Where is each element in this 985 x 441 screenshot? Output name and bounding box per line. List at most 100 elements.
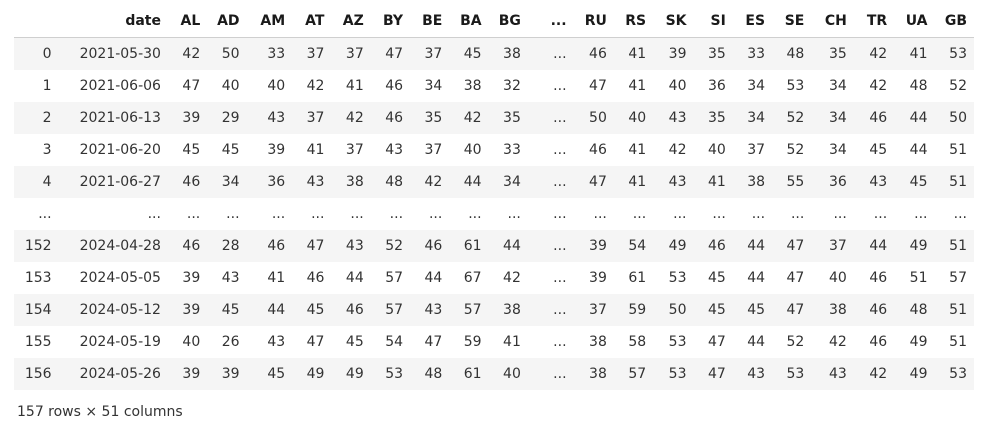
dataframe-output: date AL AD AM AT AZ BY BE BA BG... RU RS SK SI ES SE CH T… <box>14 4 974 390</box>
table-cell: 38 <box>503 302 521 318</box>
row-index: 4 <box>42 174 52 190</box>
table-cell: ... <box>712 206 726 222</box>
table-cell: 43 <box>221 270 240 286</box>
table-cell: 52 <box>786 142 805 158</box>
table-cell: 38 <box>345 174 364 190</box>
table-cell: 34 <box>747 110 766 126</box>
table-cell: 47 <box>385 46 404 62</box>
table-row: 152 2024-04-28 46 28 46 47 43 52 46 61 44... 39 54 49… <box>14 230 974 262</box>
table-cell: 47 <box>707 334 726 350</box>
table-cell: 43 <box>306 174 325 190</box>
table-cell: 53 <box>786 366 805 382</box>
table-cell: 51 <box>949 238 967 254</box>
table-cell: 55 <box>786 174 805 190</box>
table-cell: 42 <box>463 110 482 126</box>
table-cell: 40 <box>628 110 647 126</box>
table-cell: 35 <box>707 110 726 126</box>
table-cell: 48 <box>424 366 443 382</box>
row-index: 156 <box>24 366 52 382</box>
table-shape-caption: 157 rows × 51 columns <box>17 404 183 420</box>
table-cell: 34 <box>828 110 847 126</box>
table-cell: 2024-04-28 <box>79 238 161 254</box>
table-cell: 39 <box>182 366 201 382</box>
table-cell: 46 <box>345 302 364 318</box>
column-header: BE <box>410 4 450 38</box>
table-cell: ... <box>873 206 888 222</box>
table-cell: 46 <box>869 334 888 350</box>
table-cell: 45 <box>267 366 286 382</box>
table-cell: 2021-05-30 <box>79 46 161 62</box>
table-cell: 40 <box>503 366 521 382</box>
table-cell: ... <box>833 206 847 222</box>
table-cell: 35 <box>828 46 847 62</box>
row-index: 153 <box>24 270 52 286</box>
column-header: UA <box>894 4 935 38</box>
table-row: 3 2021-06-20 45 45 39 41 37 43 37 40 33... 46 41 42 40… <box>14 134 974 166</box>
table-cell: 38 <box>463 78 482 94</box>
table-cell: 41 <box>345 78 364 94</box>
table-cell: 51 <box>949 302 967 318</box>
table-cell: 43 <box>668 174 687 190</box>
table-cell: 41 <box>306 142 325 158</box>
table-row: 1 2021-06-06 47 40 40 42 41 46 34 38 32... 47 41 40 36… <box>14 70 974 102</box>
table-cell: 29 <box>221 110 240 126</box>
column-header: AT <box>292 4 332 38</box>
table-cell: 47 <box>786 302 805 318</box>
table-cell: 57 <box>385 302 404 318</box>
table-cell: ... <box>553 366 567 382</box>
table-cell: 44 <box>909 110 928 126</box>
table-cell: 41 <box>628 174 647 190</box>
table-cell: 44 <box>869 238 888 254</box>
table-cell: 44 <box>345 270 364 286</box>
table-cell: ... <box>553 174 567 190</box>
table-cell: 39 <box>221 366 240 382</box>
table-cell: 35 <box>503 110 521 126</box>
table-cell: 33 <box>503 142 521 158</box>
table-cell: ... <box>632 206 647 222</box>
table-cell: 44 <box>424 270 443 286</box>
table-cell: 46 <box>869 302 888 318</box>
column-header: RS <box>613 4 654 38</box>
table-cell: 2021-06-20 <box>79 142 161 158</box>
table-cell: 47 <box>707 366 726 382</box>
table-cell: 36 <box>267 174 286 190</box>
table-cell: 46 <box>385 110 404 126</box>
row-index: 155 <box>24 334 52 350</box>
table-cell: 41 <box>628 46 647 62</box>
table-header: date AL AD AM AT AZ BY BE BA BG... RU RS SK SI ES SE CH T… <box>14 4 974 38</box>
table-cell: 40 <box>668 78 687 94</box>
row-index: 2 <box>42 110 52 126</box>
table-cell: 50 <box>221 46 240 62</box>
table-cell: 49 <box>306 366 325 382</box>
table-cell: 33 <box>747 46 766 62</box>
table-cell: 42 <box>668 142 687 158</box>
table-cell: 49 <box>345 366 364 382</box>
table-cell: 40 <box>267 78 286 94</box>
table-cell: 67 <box>463 270 482 286</box>
column-header: SE <box>772 4 812 38</box>
table-cell: 57 <box>385 270 404 286</box>
table-cell: 51 <box>909 270 928 286</box>
table-cell: 36 <box>828 174 847 190</box>
table-cell: 42 <box>828 334 847 350</box>
column-header: BA <box>449 4 489 38</box>
table-cell: 45 <box>306 302 325 318</box>
table-cell: 52 <box>385 238 404 254</box>
table-cell: 40 <box>463 142 482 158</box>
table-cell: 45 <box>345 334 364 350</box>
table-cell: 52 <box>786 110 805 126</box>
table-cell: ... <box>553 302 567 318</box>
table-cell: 54 <box>385 334 404 350</box>
table-cell: 47 <box>306 238 325 254</box>
table-cell: 37 <box>345 46 364 62</box>
table-cell: 45 <box>707 302 726 318</box>
table-cell: 48 <box>909 78 928 94</box>
table-cell: 43 <box>869 174 888 190</box>
table-cell: 38 <box>589 334 607 350</box>
table-cell: 45 <box>221 302 240 318</box>
table-cell: 49 <box>909 238 928 254</box>
table-cell: ... <box>507 206 521 222</box>
table-cell: 49 <box>909 334 928 350</box>
table-cell: 39 <box>589 238 607 254</box>
table-cell: ... <box>553 238 567 254</box>
